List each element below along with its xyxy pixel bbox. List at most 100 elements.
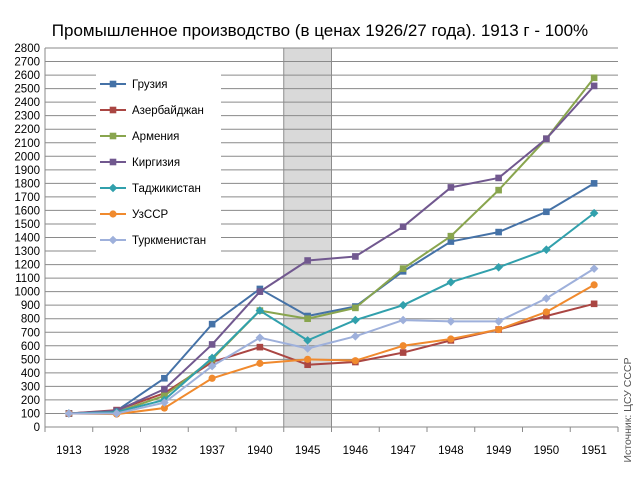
data-point-5-1947 <box>398 300 408 310</box>
data-point-6-1945 <box>304 355 312 363</box>
legend-item-4: Киргизия <box>100 157 180 169</box>
data-point-4-1946 <box>352 253 359 260</box>
data-point-2-1940 <box>256 343 264 351</box>
data-point-7-1946 <box>351 332 360 341</box>
y-tick-label: 600 <box>21 341 40 353</box>
series-4 <box>65 82 598 417</box>
data-point-3-1951 <box>590 74 598 82</box>
data-point-1-1932 <box>161 374 168 382</box>
data-point-4-1949 <box>495 174 502 182</box>
x-tick-label-1949: 1949 <box>486 445 512 457</box>
data-point-5-1949 <box>494 262 503 272</box>
x-tick-label-1946: 1946 <box>343 445 369 457</box>
data-point-5-1950 <box>542 245 551 254</box>
data-point-7-1945 <box>303 344 312 353</box>
y-tick-label: 500 <box>21 354 40 366</box>
data-point-6-1950 <box>542 308 550 316</box>
data-point-3-1945 <box>304 315 311 323</box>
legend-item-1: Грузия <box>100 79 168 91</box>
y-tick-label: 1300 <box>14 246 40 258</box>
y-tick-label: 2200 <box>14 124 40 136</box>
data-point-3-1948 <box>447 232 455 240</box>
data-point-5-1948 <box>446 277 456 287</box>
x-tick-label-1947: 1947 <box>390 445 416 457</box>
series-line-6 <box>68 284 595 416</box>
data-point-7-1913 <box>64 409 74 418</box>
data-point-2-1951 <box>590 300 598 308</box>
y-tick-label: 300 <box>21 381 40 393</box>
y-tick-label: 900 <box>21 300 40 312</box>
y-tick-label: 1400 <box>14 233 40 245</box>
data-point-4-1947 <box>399 223 407 230</box>
series-line-4 <box>68 85 595 415</box>
y-tick-label: 1200 <box>14 260 40 272</box>
data-point-6-1949 <box>495 325 503 334</box>
x-tick-label-1948: 1948 <box>438 445 464 457</box>
data-point-1-1951 <box>590 180 598 187</box>
y-tick-label: 1700 <box>14 192 40 204</box>
data-point-7-1947 <box>398 315 408 325</box>
data-point-1-1950 <box>543 208 550 216</box>
legend-label: Таджикистан <box>132 183 201 195</box>
data-point-6-1932 <box>160 404 168 412</box>
y-tick-label: 100 <box>21 408 40 420</box>
data-point-2-1950 <box>543 312 550 320</box>
x-tick-label-1937: 1937 <box>199 445 225 457</box>
data-point-2-1947 <box>399 349 407 356</box>
data-point-5-1945 <box>303 336 312 345</box>
y-tick-label: 1800 <box>14 178 40 190</box>
legend-label: Киргизия <box>132 157 180 169</box>
y-tick-label: 700 <box>21 327 40 339</box>
y-tick-label: 2300 <box>14 111 40 123</box>
y-tick-label: 200 <box>21 395 40 407</box>
y-tick-label: 2600 <box>14 70 40 82</box>
legend-label: Армения <box>132 131 179 143</box>
x-tick-label-1932: 1932 <box>152 445 178 457</box>
y-tick-label: 400 <box>21 368 40 380</box>
y-tick-label: 2700 <box>14 57 40 69</box>
series-line-3 <box>68 77 595 415</box>
data-point-6-1940 <box>256 359 264 367</box>
y-tick-label: 2100 <box>14 138 40 150</box>
data-point-4-1937 <box>208 341 216 348</box>
data-point-6-1946 <box>351 357 359 365</box>
data-point-5-1951 <box>589 208 599 218</box>
y-tick-label: 1500 <box>14 219 40 231</box>
x-tick-label-1913: 1913 <box>56 445 82 457</box>
data-point-4-1932 <box>161 385 168 393</box>
legend-label: Грузия <box>132 79 168 91</box>
legend-label: УзССР <box>132 209 169 221</box>
legend-swatch-marker <box>109 210 117 218</box>
data-point-4-1945 <box>304 257 311 264</box>
chart-title: Промышленное производство (в ценах 1926/… <box>52 21 588 40</box>
legend-box <box>96 70 221 260</box>
series-line-5 <box>68 212 595 415</box>
series-line-7 <box>68 267 595 415</box>
data-point-7-1928 <box>112 409 121 418</box>
data-point-5-1940 <box>255 306 265 315</box>
y-tick-label: 2500 <box>14 84 40 96</box>
data-point-7-1951 <box>589 264 599 273</box>
legend-label: Туркменистан <box>132 235 206 247</box>
series-line-1 <box>68 182 595 415</box>
data-point-6-1937 <box>208 374 216 382</box>
legend-swatch-marker <box>108 235 118 245</box>
y-tick-label: 800 <box>21 314 40 326</box>
data-point-6-1947 <box>399 342 407 350</box>
data-point-7-1950 <box>542 294 551 303</box>
x-tick-label-1951: 1951 <box>581 445 607 457</box>
legend-swatch-marker <box>109 80 117 88</box>
data-point-4-1940 <box>256 288 264 295</box>
y-tick-label: 1100 <box>15 273 40 285</box>
legend-item-5: Таджикистан <box>100 183 201 195</box>
legend-item-3: Армения <box>100 131 179 143</box>
data-point-1-1937 <box>208 320 216 328</box>
y-tick-label: 2800 <box>14 43 40 55</box>
legend-item-2: Азербайджан <box>100 105 204 117</box>
data-point-3-1947 <box>399 265 407 272</box>
data-point-4-1948 <box>447 184 455 191</box>
y-tick-label: 2000 <box>14 151 40 163</box>
y-tick-label: 2400 <box>14 97 40 109</box>
